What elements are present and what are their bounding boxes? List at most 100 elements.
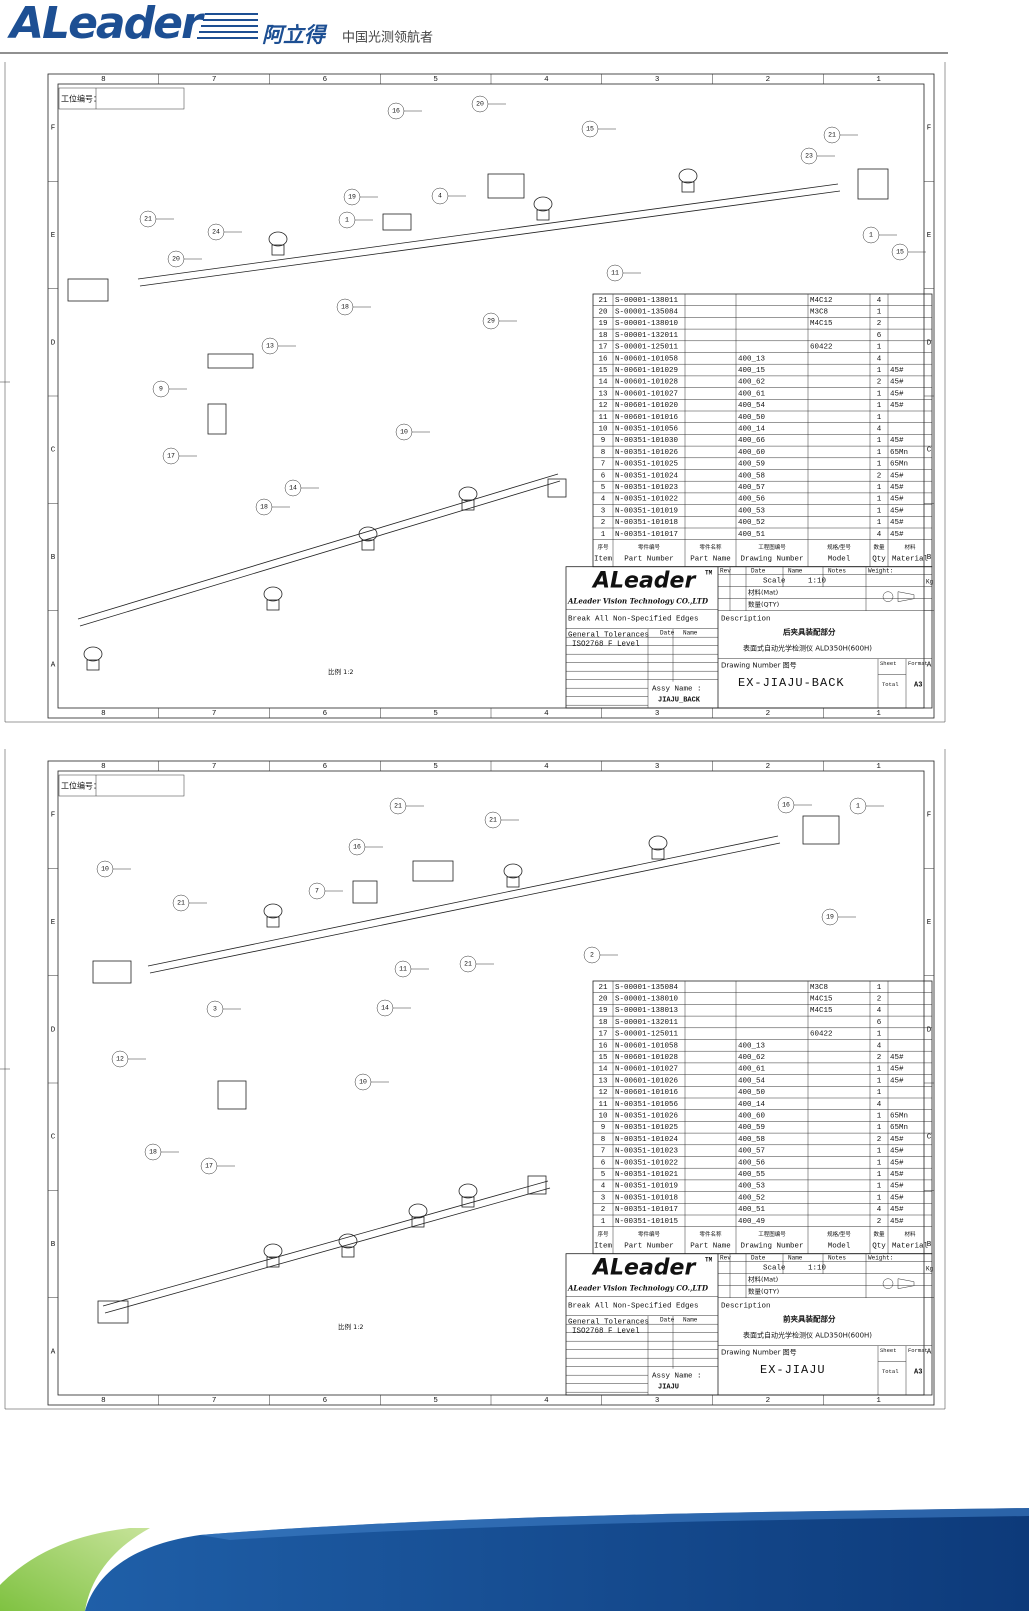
knob: [648, 835, 668, 851]
bom-cell: 7: [601, 461, 606, 469]
zone-column: 7: [212, 763, 217, 771]
bom-cell: 400_56: [738, 1159, 766, 1167]
bom-cell: N-00601-101029: [615, 367, 678, 375]
knob: [268, 231, 288, 247]
balloon: [389, 797, 407, 815]
bom-cell: 65Mn: [890, 461, 908, 469]
trademark: TM: [705, 569, 713, 576]
bom-cell: N-00601-101028: [615, 1054, 678, 1062]
part-block: [207, 403, 227, 435]
bom-cell: 1: [877, 1031, 882, 1039]
bom-cell: 11: [598, 1101, 608, 1109]
bom-header-en: Qty: [872, 556, 886, 564]
bom-cell: S-00001-138011: [615, 297, 679, 305]
balloon: [336, 298, 354, 316]
bom-cell: S-00001-125011: [615, 1031, 679, 1039]
bom-cell: M4C15: [810, 1007, 833, 1015]
zone-column: 2: [766, 1397, 771, 1405]
logo-stripes: [197, 13, 258, 39]
bom-cell: 13: [598, 390, 608, 398]
bom-cell: 400_57: [738, 484, 765, 492]
scale-value: 1:10: [808, 1265, 827, 1273]
bom-cell: 45#: [890, 1194, 904, 1202]
bom-cell: 1: [877, 1159, 882, 1167]
knob-stem: [411, 1216, 425, 1228]
bom-header-cn: 零件名称: [699, 543, 722, 551]
bom-cell: 4: [877, 1042, 882, 1050]
balloon: [800, 147, 818, 165]
zone-row: A: [927, 1348, 932, 1356]
knob-stem: [651, 848, 665, 860]
balloon-label: 13: [266, 343, 274, 350]
balloon: [162, 447, 180, 465]
bom-cell: 1: [877, 1194, 882, 1202]
part-block: [382, 213, 412, 231]
knob-stem: [271, 244, 285, 256]
bom-cell: 400_53: [738, 507, 766, 515]
bom-cell: 45#: [890, 379, 904, 387]
bom-cell: 400_60: [738, 449, 766, 457]
zone-column: 1: [876, 76, 881, 84]
weight-label: Weight:: [868, 567, 893, 574]
bom-cell: 1: [877, 1124, 882, 1132]
bom-cell: N-00351-101024: [615, 472, 679, 480]
balloon: [459, 955, 477, 973]
zone-row: C: [51, 447, 56, 455]
bom-cell: N-00351-101017: [615, 531, 678, 539]
brand-cn: 阿立得: [262, 23, 328, 47]
knob-stem: [536, 209, 550, 221]
bom-cell: 400_14: [738, 426, 766, 434]
bom-header-cn: 规格/型号: [827, 1230, 851, 1238]
balloon-label: 21: [464, 961, 472, 968]
part-block: [352, 880, 378, 904]
part-block: [487, 173, 525, 199]
bom-header-cn: 序号: [597, 1230, 609, 1238]
balloon: [395, 423, 413, 441]
bom-cell: S-00001-135084: [615, 984, 679, 992]
bom-cell: N-00351-101019: [615, 507, 678, 515]
bom-cell: N-00351-101023: [615, 1148, 679, 1156]
zone-row: A: [51, 661, 56, 669]
bom-cell: 10: [598, 1113, 608, 1121]
bom-cell: 45#: [890, 531, 904, 539]
brand-logo: ALeader: [7, 0, 205, 49]
balloon-label: 15: [896, 249, 904, 256]
knob-stem: [266, 1256, 280, 1268]
zone-column: 5: [433, 76, 438, 84]
bom-cell: N-00601-101020: [615, 402, 679, 410]
bom-cell: 11: [598, 414, 608, 422]
rod: [139, 190, 841, 287]
bom-cell: 65Mn: [890, 1124, 908, 1132]
sheet-label: Sheet: [880, 1347, 897, 1354]
knob-stem: [361, 539, 375, 551]
balloon: [431, 187, 449, 205]
work-no-label: 工位编号：: [61, 781, 101, 791]
bom-cell: 17: [598, 1031, 607, 1039]
bom-cell: 4: [877, 1206, 882, 1214]
balloon-label: 21: [144, 216, 152, 223]
zone-column: 5: [433, 763, 438, 771]
bom-cell: 1: [877, 414, 882, 422]
bom-cell: 1: [877, 1183, 882, 1191]
bom-cell: 1: [877, 1066, 882, 1074]
bom-header-en: Model: [828, 556, 851, 564]
bom-cell: N-00351-101023: [615, 484, 679, 492]
zone-row: C: [927, 447, 932, 455]
part-block: [207, 353, 254, 369]
balloon-label: 19: [348, 194, 356, 201]
knob-stem: [86, 659, 100, 671]
balloon: [777, 796, 795, 814]
projection-symbol: [882, 1278, 894, 1289]
bom-header-cn: 数量: [873, 543, 885, 551]
bom-cell: 400_15: [738, 367, 766, 375]
knob-stem: [266, 916, 280, 928]
zone-column: 3: [655, 76, 660, 84]
knob: [458, 1183, 478, 1199]
balloon: [308, 882, 326, 900]
bom-cell: 400_50: [738, 414, 766, 422]
bom-cell: 15: [598, 1054, 608, 1062]
balloon: [261, 337, 279, 355]
format-value: A3: [914, 682, 922, 690]
zone-row: F: [927, 125, 932, 133]
